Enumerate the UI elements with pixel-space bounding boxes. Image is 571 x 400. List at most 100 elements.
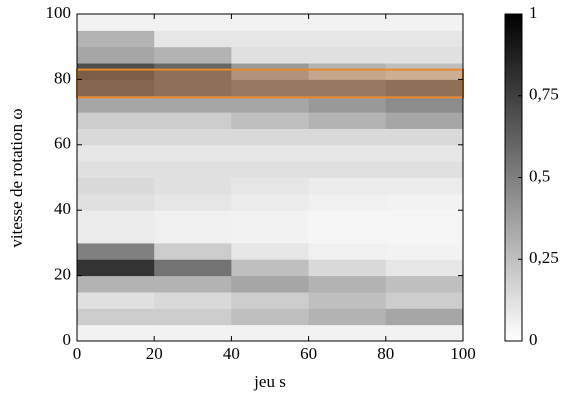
heatmap-cell [385,242,464,260]
colorbar-tick-label: 0,25 [529,248,559,267]
heatmap-cell [154,144,232,162]
heatmap-cell [154,95,232,113]
heatmap-cell [231,79,310,97]
y-tick-label: 60 [54,134,71,153]
heatmap-cell [77,112,155,129]
heatmap-cell [77,193,155,211]
heatmap-cell [385,275,464,293]
heatmap-cell [231,63,310,80]
heatmap-cell [385,259,464,277]
heatmap-cell [308,177,387,195]
x-tick-label: 80 [377,344,394,363]
heatmap-cell [231,161,310,178]
heatmap-cell [77,128,155,146]
heatmap-cell [308,259,387,277]
heatmap-cell [308,144,387,162]
heatmap-cell [154,275,232,293]
heatmap-cell [308,79,387,97]
heatmap-cell [385,112,464,129]
heatmap-cell [77,177,155,195]
heatmap-cell [231,324,310,342]
heatmap-cell [154,308,232,326]
heatmap-cell [77,291,155,309]
y-tick-label: 80 [54,68,71,87]
heatmap-cell [154,226,232,244]
heatmap-cell [385,210,464,228]
heatmap-cell [385,30,464,48]
heatmap-cell [308,14,387,31]
heatmap-cell [154,30,232,48]
x-tick-label: 0 [73,344,82,363]
x-axis-label: jeu s [253,372,286,391]
heatmap-cell [385,14,464,31]
heatmap-cell [308,95,387,113]
heatmap-cell [385,95,464,113]
heatmap-cell [308,308,387,326]
heatmap-cell [154,193,232,211]
heatmap-cell [154,291,232,309]
heatmap-cell [308,63,387,80]
heatmap-cell [154,177,232,195]
highlight-band [76,68,464,99]
heatmap-cell [154,161,232,178]
plot-frame [76,13,464,342]
y-tick-label: 0 [63,330,72,349]
heatmap-cell [308,226,387,244]
heatmap-cell [154,112,232,129]
heatmap-cell [77,324,155,342]
heatmap-cell [154,46,232,64]
heatmap-cell [77,226,155,244]
heatmap-cell [77,30,155,48]
heatmap-cell [385,193,464,211]
heatmap-cell [308,128,387,146]
heatmap-cell [231,226,310,244]
heatmap-cell [308,112,387,129]
heatmap-cell [77,210,155,228]
heatmap-cell [231,177,310,195]
heatmap-cell [77,46,155,64]
heatmap-cell [385,161,464,178]
heatmap-cell [231,308,310,326]
heatmap-cell [231,291,310,309]
heatmap-cell [308,30,387,48]
colorbar-tick-label: 1 [529,3,538,22]
heatmap-cell [154,128,232,146]
heatmap-cell [308,46,387,64]
heatmap-cell [231,210,310,228]
heatmap-cell [154,79,232,97]
heatmap-cell [154,210,232,228]
heatmap-cell [77,308,155,326]
colorbar-tick-label: 0,5 [529,166,550,185]
heatmap-cell [231,95,310,113]
heatmap-cell [154,324,232,342]
heatmap-cell [385,324,464,342]
heatmap-cell [308,193,387,211]
heatmap-cell [385,63,464,80]
heatmap-cell [77,14,155,31]
heatmap-cell [154,242,232,260]
heatmap-cell [308,161,387,178]
x-tick-label: 60 [300,344,317,363]
x-tick-label: 20 [146,344,163,363]
colorbar-tick-label: 0,75 [529,85,559,104]
heatmap-cell [231,112,310,129]
heatmap-cell [77,79,155,97]
heatmap-cell [308,291,387,309]
heatmap-cell [77,259,155,277]
heatmap-cell [385,128,464,146]
heatmap-cell [231,128,310,146]
heatmap-cell [231,144,310,162]
heatmap-cell [385,308,464,326]
y-axis-label: vitesse de rotation ω [7,108,26,247]
heatmap-cell [385,79,464,97]
heatmap-cell [308,210,387,228]
y-tick-label: 40 [54,199,71,218]
heatmap-cell [231,242,310,260]
heatmap-cell [154,259,232,277]
heatmap-cell [231,259,310,277]
heatmap-cell [385,226,464,244]
heatmap-cell [154,14,232,31]
heatmap-cell [308,242,387,260]
heatmap-cell [77,144,155,162]
